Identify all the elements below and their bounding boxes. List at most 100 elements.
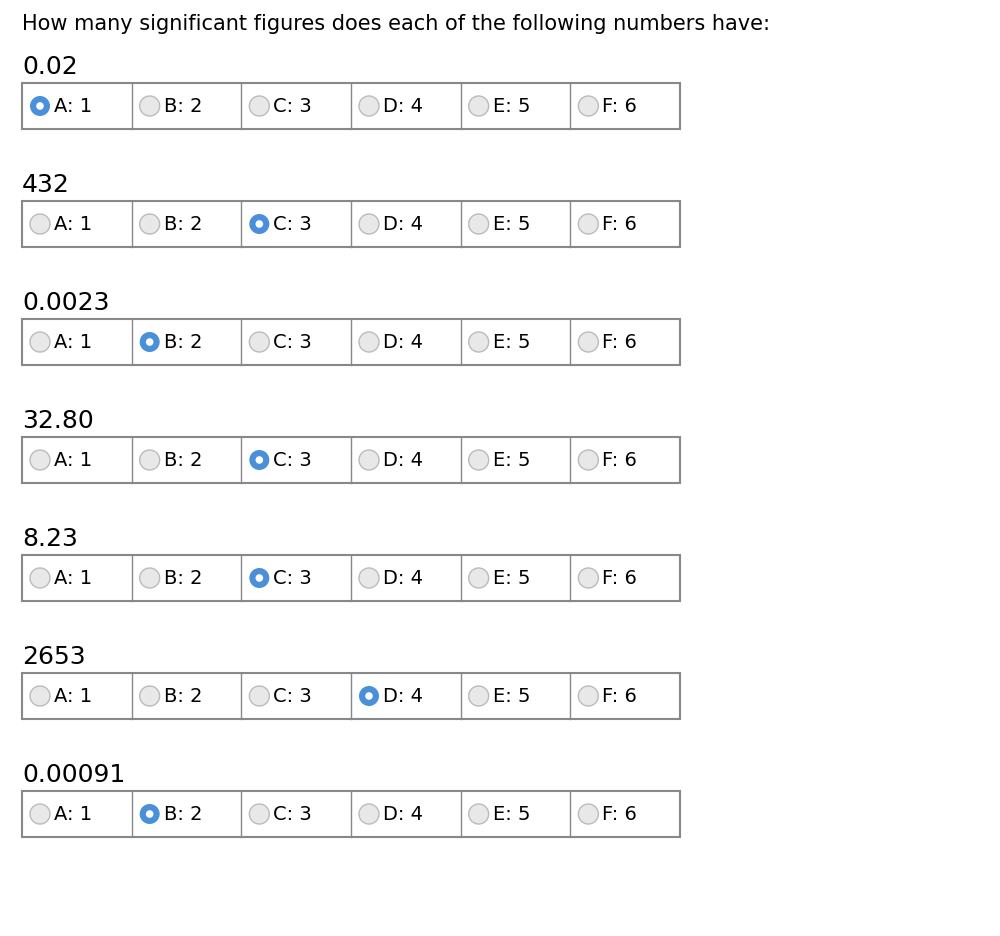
Circle shape <box>146 338 153 345</box>
Circle shape <box>578 332 598 352</box>
Text: E: 5: E: 5 <box>493 332 530 352</box>
Circle shape <box>469 804 489 824</box>
Text: E: 5: E: 5 <box>493 805 530 824</box>
Circle shape <box>249 804 269 824</box>
Text: 0.00091: 0.00091 <box>22 763 125 787</box>
Text: 8.23: 8.23 <box>22 527 78 551</box>
Circle shape <box>469 214 489 234</box>
Text: 32.80: 32.80 <box>22 409 94 433</box>
Text: E: 5: E: 5 <box>493 96 530 115</box>
Circle shape <box>578 450 598 470</box>
Text: 2653: 2653 <box>22 645 86 669</box>
Circle shape <box>469 332 489 352</box>
Circle shape <box>359 96 379 116</box>
Text: 0.02: 0.02 <box>22 55 78 79</box>
Text: B: 2: B: 2 <box>164 214 202 233</box>
Circle shape <box>256 574 263 582</box>
Circle shape <box>249 332 269 352</box>
Text: B: 2: B: 2 <box>164 568 202 588</box>
Circle shape <box>36 102 44 110</box>
Text: B: 2: B: 2 <box>164 805 202 824</box>
Circle shape <box>469 450 489 470</box>
Circle shape <box>140 450 160 470</box>
Text: D: 4: D: 4 <box>383 332 423 352</box>
Circle shape <box>578 568 598 588</box>
Text: C: 3: C: 3 <box>273 96 312 115</box>
Circle shape <box>140 332 160 352</box>
Text: F: 6: F: 6 <box>602 96 637 115</box>
Circle shape <box>30 804 50 824</box>
Text: B: 2: B: 2 <box>164 96 202 115</box>
Text: B: 2: B: 2 <box>164 686 202 706</box>
Circle shape <box>249 686 269 706</box>
Circle shape <box>359 450 379 470</box>
Circle shape <box>140 686 160 706</box>
Text: A: 1: A: 1 <box>54 568 92 588</box>
Text: A: 1: A: 1 <box>54 96 92 115</box>
Text: D: 4: D: 4 <box>383 568 423 588</box>
Circle shape <box>249 214 269 234</box>
Text: F: 6: F: 6 <box>602 568 637 588</box>
Text: How many significant figures does each of the following numbers have:: How many significant figures does each o… <box>22 14 770 34</box>
Circle shape <box>359 332 379 352</box>
Circle shape <box>365 693 373 700</box>
Bar <box>22 319 680 365</box>
Text: B: 2: B: 2 <box>164 450 202 470</box>
Text: A: 1: A: 1 <box>54 214 92 233</box>
Circle shape <box>469 96 489 116</box>
Text: A: 1: A: 1 <box>54 332 92 352</box>
Circle shape <box>146 811 153 818</box>
Bar <box>22 437 680 483</box>
Text: E: 5: E: 5 <box>493 214 530 233</box>
Text: D: 4: D: 4 <box>383 686 423 706</box>
Text: C: 3: C: 3 <box>273 568 312 588</box>
Circle shape <box>30 568 50 588</box>
Circle shape <box>578 214 598 234</box>
Text: C: 3: C: 3 <box>273 450 312 470</box>
Circle shape <box>30 214 50 234</box>
Text: 0.0023: 0.0023 <box>22 291 110 315</box>
Bar <box>22 791 680 837</box>
Bar <box>22 555 680 601</box>
Circle shape <box>359 214 379 234</box>
Text: F: 6: F: 6 <box>602 686 637 706</box>
Text: F: 6: F: 6 <box>602 332 637 352</box>
Circle shape <box>140 214 160 234</box>
Circle shape <box>30 96 50 116</box>
Circle shape <box>30 450 50 470</box>
Circle shape <box>469 568 489 588</box>
Circle shape <box>249 96 269 116</box>
Text: E: 5: E: 5 <box>493 686 530 706</box>
Circle shape <box>578 804 598 824</box>
Circle shape <box>30 686 50 706</box>
Circle shape <box>249 568 269 588</box>
Circle shape <box>359 568 379 588</box>
Text: D: 4: D: 4 <box>383 214 423 233</box>
Bar <box>22 201 680 247</box>
Circle shape <box>140 96 160 116</box>
Circle shape <box>359 804 379 824</box>
Bar <box>22 673 680 719</box>
Circle shape <box>578 686 598 706</box>
Text: C: 3: C: 3 <box>273 214 312 233</box>
Text: F: 6: F: 6 <box>602 214 637 233</box>
Circle shape <box>140 804 160 824</box>
Circle shape <box>359 686 379 706</box>
Bar <box>22 83 680 129</box>
Text: C: 3: C: 3 <box>273 805 312 824</box>
Text: E: 5: E: 5 <box>493 450 530 470</box>
Circle shape <box>256 456 263 464</box>
Circle shape <box>140 568 160 588</box>
Circle shape <box>256 220 263 227</box>
Text: E: 5: E: 5 <box>493 568 530 588</box>
Circle shape <box>469 686 489 706</box>
Circle shape <box>30 332 50 352</box>
Text: C: 3: C: 3 <box>273 686 312 706</box>
Text: 432: 432 <box>22 173 70 197</box>
Text: A: 1: A: 1 <box>54 686 92 706</box>
Text: D: 4: D: 4 <box>383 96 423 115</box>
Circle shape <box>249 450 269 470</box>
Text: B: 2: B: 2 <box>164 332 202 352</box>
Text: A: 1: A: 1 <box>54 450 92 470</box>
Text: D: 4: D: 4 <box>383 805 423 824</box>
